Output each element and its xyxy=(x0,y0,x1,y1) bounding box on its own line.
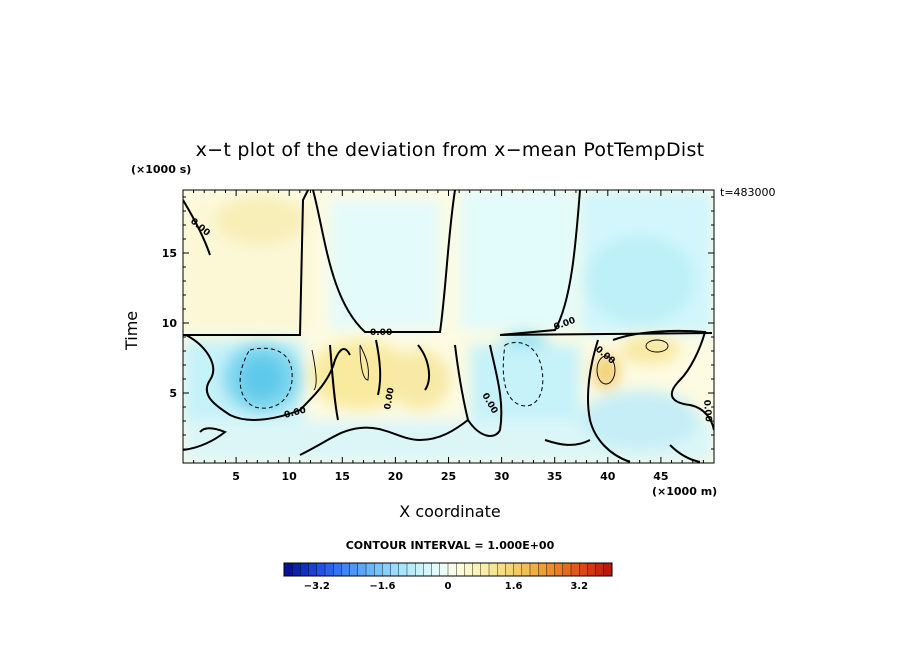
positive-contours xyxy=(311,339,669,391)
y-unit-label: (×1000 s) xyxy=(131,163,192,176)
colorbar-swatch xyxy=(349,562,359,577)
colorbar-swatch xyxy=(292,562,301,577)
field-shading-upper xyxy=(183,190,714,335)
x-tick-label: 15 xyxy=(335,470,350,483)
colorbar-swatch xyxy=(464,562,474,577)
colorbar-label: 0 xyxy=(445,581,452,592)
colorbar-swatch xyxy=(283,562,293,577)
negative-contours xyxy=(239,341,544,409)
x-tick-label: 45 xyxy=(653,470,668,483)
colorbar-labels: −3.2 −1.6 0 1.6 3.2 xyxy=(304,581,588,592)
contour-label: 0.00 xyxy=(701,399,713,422)
y-tick-label: 5 xyxy=(169,387,177,400)
colorbar-swatch xyxy=(357,562,367,577)
colorbar-swatch xyxy=(447,562,457,577)
colorbar-swatch xyxy=(579,562,588,577)
colorbar-swatch xyxy=(382,562,392,577)
colorbar-label: −1.6 xyxy=(369,581,395,592)
colorbar-swatch xyxy=(456,562,465,577)
plot-area: 0.00 0.00 0.00 0.00 0.00 0.00 0.00 0.00 xyxy=(183,190,714,463)
colorbar-swatch xyxy=(513,562,523,577)
x-axis-label: X coordinate xyxy=(399,502,501,521)
colorbar-swatch xyxy=(324,562,334,577)
colorbar-swatch xyxy=(603,562,613,577)
colorbar-swatch xyxy=(374,562,383,577)
x-axis-ticks: 5 10 15 20 25 30 35 40 45 xyxy=(193,190,704,483)
colorbar-swatch xyxy=(439,562,449,577)
contour-label: 0.00 xyxy=(383,387,397,411)
y-tick-label: 15 xyxy=(162,247,177,260)
y-tick-label: 10 xyxy=(162,317,178,330)
colorbar-frame xyxy=(283,562,613,577)
colorbar-swatch xyxy=(415,562,424,577)
x-tick-label: 40 xyxy=(600,470,616,483)
field-shading-lower xyxy=(183,332,714,463)
x-tick-label: 10 xyxy=(282,470,298,483)
colorbar-label: 1.6 xyxy=(505,581,523,592)
colorbar-label: 3.2 xyxy=(570,581,588,592)
chart-title: x−t plot of the deviation from x−mean Po… xyxy=(195,139,705,161)
colorbar-swatch xyxy=(562,562,572,577)
colorbar-swatch xyxy=(497,562,506,577)
x-tick-label: 5 xyxy=(232,470,240,483)
colorbar-swatch xyxy=(365,562,375,577)
colorbar-swatch xyxy=(316,562,326,577)
colorbar-swatch xyxy=(570,562,580,577)
y-axis-ticks: 5 10 15 xyxy=(162,196,714,450)
colorbar-swatch xyxy=(529,562,539,577)
zero-contours xyxy=(183,190,714,463)
colorbar-swatch xyxy=(398,562,408,577)
colorbar-swatch xyxy=(406,562,416,577)
colorbar-swatch xyxy=(472,562,482,577)
colorbar-swatch xyxy=(308,562,318,577)
colorbar-swatch xyxy=(341,562,351,577)
timestamp-label: t=483000 xyxy=(720,186,776,199)
contour-interval-label: CONTOUR INTERVAL = 1.000E+00 xyxy=(345,539,555,552)
colorbar-swatch xyxy=(538,562,547,577)
colorbar-swatch xyxy=(595,562,605,577)
colorbar-swatch xyxy=(423,562,433,577)
x-tick-label: 30 xyxy=(494,470,510,483)
x-tick-label: 20 xyxy=(388,470,404,483)
colorbar xyxy=(283,562,613,577)
colorbar-swatch xyxy=(505,562,515,577)
colorbar-label: −3.2 xyxy=(304,581,330,592)
colorbar-swatch xyxy=(521,562,531,577)
colorbar-swatch xyxy=(390,562,400,577)
x-tick-label: 25 xyxy=(441,470,456,483)
contour-label: 0.00 xyxy=(370,328,392,338)
x-unit-label: (×1000 m) xyxy=(652,485,718,498)
colorbar-swatch xyxy=(431,562,441,577)
colorbar-swatch xyxy=(480,562,490,577)
colorbar-swatch xyxy=(587,562,597,577)
x-tick-label: 35 xyxy=(547,470,562,483)
colorbar-swatch xyxy=(488,562,498,577)
colorbar-swatch xyxy=(546,562,556,577)
colorbar-swatch xyxy=(333,562,342,577)
colorbar-swatch xyxy=(300,562,310,577)
colorbar-swatch xyxy=(554,562,564,577)
